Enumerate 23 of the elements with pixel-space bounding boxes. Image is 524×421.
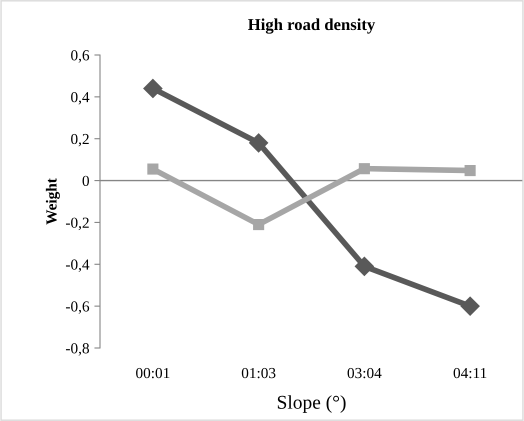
x-tick-label: 03:04: [348, 368, 382, 378]
point: [464, 164, 476, 176]
chart-title: High road density: [248, 18, 376, 34]
x-tick-label: 04:11: [454, 368, 486, 378]
point: [143, 78, 162, 98]
y-tick-label: -0,4: [66, 259, 90, 272]
y-tick-label: 0,2: [71, 134, 89, 146]
point: [253, 218, 264, 230]
x-axis-title: Slope (°): [278, 395, 346, 413]
y-tick-label: 0,6: [71, 50, 90, 63]
point: [460, 296, 480, 316]
y-tick-label: 0: [82, 176, 89, 186]
y-axis-title: Weight: [46, 178, 60, 225]
y-tick-label: 0,4: [71, 92, 90, 105]
point: [358, 163, 370, 174]
y-tick-label: -0,8: [66, 343, 89, 356]
y-tick-label: -0,2: [66, 218, 89, 230]
x-tick-label: 01:03: [242, 368, 276, 378]
x-tick-label: 00:01: [136, 368, 170, 378]
point: [249, 133, 268, 152]
point: [354, 256, 374, 276]
point: [147, 164, 158, 175]
y-tick-label: -0,6: [66, 301, 90, 314]
